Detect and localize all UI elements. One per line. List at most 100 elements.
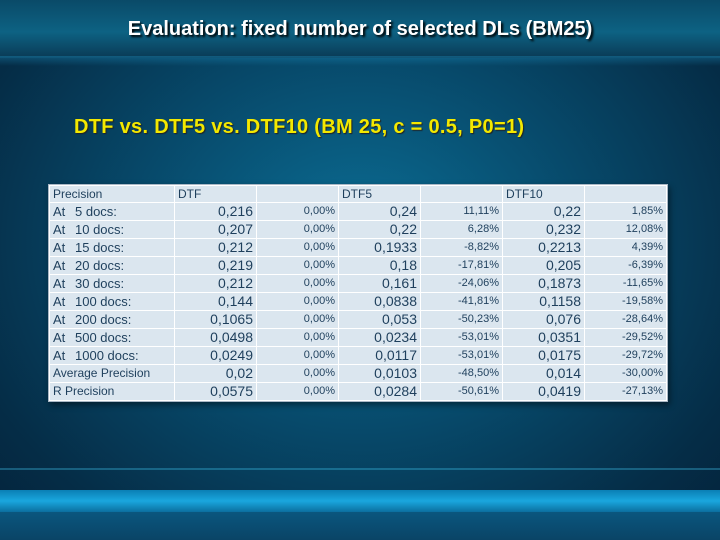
- cell-dtf-pct: 0,00%: [256, 364, 339, 383]
- precision-table: Precision DTF DTF5 DTF10 At 5 docs: 0,216 0…: [49, 185, 667, 401]
- table-row: Average Precision 0,02 0,00% 0,0103 -48,50% 0…: [49, 364, 667, 383]
- header-dtf5: DTF5: [338, 185, 421, 203]
- cell-dtf5-pct: -41,81%: [420, 292, 503, 311]
- row-at: At: [53, 222, 66, 237]
- cell-dtf10-pct: -6,39%: [584, 256, 667, 275]
- table-row: At 5 docs: 0,216 0,00% 0,24 11,11% 0,22 1,85%: [49, 202, 667, 221]
- row-label-text: 15 docs:: [75, 240, 125, 255]
- footer-band-light: [0, 490, 720, 512]
- header-dtf5-pct: [420, 185, 503, 203]
- cell-dtf5: 0,24: [338, 202, 421, 221]
- row-label: At 500 docs:: [49, 328, 175, 347]
- row-at: At: [53, 348, 66, 363]
- cell-dtf5: 0,0117: [338, 346, 421, 365]
- cell-dtf: 0,219: [174, 256, 257, 275]
- bottom-glow-line: [0, 468, 720, 470]
- table-row: At 1000 docs: 0,0249 0,00% 0,0117 -53,01% 0,01…: [49, 346, 667, 365]
- cell-dtf: 0,212: [174, 274, 257, 293]
- row-at: At: [53, 312, 66, 327]
- cell-dtf10: 0,205: [502, 256, 585, 275]
- cell-dtf5-pct: -53,01%: [420, 328, 503, 347]
- row-label: At 30 docs:: [49, 274, 175, 293]
- cell-dtf5-pct: 6,28%: [420, 220, 503, 239]
- cell-dtf-pct: 0,00%: [256, 292, 339, 311]
- header-glow: [0, 56, 720, 66]
- row-label-text: R Precision: [53, 384, 115, 398]
- cell-dtf10-pct: -11,65%: [584, 274, 667, 293]
- cell-dtf10: 0,0419: [502, 382, 585, 401]
- header-dtf10-pct: [584, 185, 667, 203]
- cell-dtf: 0,144: [174, 292, 257, 311]
- cell-dtf-pct: 0,00%: [256, 274, 339, 293]
- row-label: Average Precision: [49, 364, 175, 383]
- row-at: At: [53, 204, 66, 219]
- table-header-row: Precision DTF DTF5 DTF10: [49, 185, 667, 203]
- cell-dtf10-pct: 1,85%: [584, 202, 667, 221]
- cell-dtf10: 0,076: [502, 310, 585, 329]
- cell-dtf5-pct: -50,23%: [420, 310, 503, 329]
- cell-dtf: 0,0249: [174, 346, 257, 365]
- header-precision: Precision: [49, 185, 175, 203]
- cell-dtf10: 0,232: [502, 220, 585, 239]
- cell-dtf5-pct: -50,61%: [420, 382, 503, 401]
- cell-dtf5-pct: -24,06%: [420, 274, 503, 293]
- row-at: At: [53, 294, 66, 309]
- row-label: At 20 docs:: [49, 256, 175, 275]
- cell-dtf: 0,212: [174, 238, 257, 257]
- cell-dtf10-pct: -19,58%: [584, 292, 667, 311]
- row-label-text: 10 docs:: [75, 222, 125, 237]
- cell-dtf-pct: 0,00%: [256, 346, 339, 365]
- table-row: At 10 docs: 0,207 0,00% 0,22 6,28% 0,232 12,08%: [49, 220, 667, 239]
- cell-dtf10-pct: -28,64%: [584, 310, 667, 329]
- table-row: At 20 docs: 0,219 0,00% 0,18 -17,81% 0,205 -6,3…: [49, 256, 667, 275]
- cell-dtf5: 0,053: [338, 310, 421, 329]
- row-label-text: 30 docs:: [75, 276, 125, 291]
- cell-dtf5: 0,22: [338, 220, 421, 239]
- table-row: R Precision 0,0575 0,00% 0,0284 -50,61% 0,041…: [49, 382, 667, 401]
- footer-band-dark: [0, 512, 720, 540]
- cell-dtf5: 0,0103: [338, 364, 421, 383]
- cell-dtf5: 0,0234: [338, 328, 421, 347]
- cell-dtf10-pct: -29,72%: [584, 346, 667, 365]
- cell-dtf10: 0,1873: [502, 274, 585, 293]
- cell-dtf10-pct: 4,39%: [584, 238, 667, 257]
- row-label: At 200 docs:: [49, 310, 175, 329]
- cell-dtf-pct: 0,00%: [256, 220, 339, 239]
- cell-dtf5-pct: -17,81%: [420, 256, 503, 275]
- cell-dtf-pct: 0,00%: [256, 310, 339, 329]
- header-dtf-pct: [256, 185, 339, 203]
- row-label: At 100 docs:: [49, 292, 175, 311]
- table-row: At 15 docs: 0,212 0,00% 0,1933 -8,82% 0,2213 4,…: [49, 238, 667, 257]
- row-label-text: 500 docs:: [75, 330, 132, 345]
- cell-dtf-pct: 0,00%: [256, 328, 339, 347]
- row-label: At 10 docs:: [49, 220, 175, 239]
- cell-dtf: 0,0498: [174, 328, 257, 347]
- row-label-text: 100 docs:: [75, 294, 132, 309]
- cell-dtf5: 0,0838: [338, 292, 421, 311]
- cell-dtf: 0,1065: [174, 310, 257, 329]
- precision-table-container: Precision DTF DTF5 DTF10 At 5 docs: 0,216 0…: [48, 184, 668, 402]
- row-at: At: [53, 330, 66, 345]
- row-label-text: Average Precision: [53, 366, 151, 380]
- table-row: At 30 docs: 0,212 0,00% 0,161 -24,06% 0,1873 -1…: [49, 274, 667, 293]
- cell-dtf5: 0,0284: [338, 382, 421, 401]
- table-row: At 200 docs: 0,1065 0,00% 0,053 -50,23% 0,076-…: [49, 310, 667, 329]
- cell-dtf5-pct: 11,11%: [420, 202, 503, 221]
- cell-dtf10-pct: -30,00%: [584, 364, 667, 383]
- cell-dtf-pct: 0,00%: [256, 202, 339, 221]
- cell-dtf: 0,216: [174, 202, 257, 221]
- cell-dtf10-pct: -27,13%: [584, 382, 667, 401]
- row-label: At 1000 docs:: [49, 346, 175, 365]
- row-at: At: [53, 276, 66, 291]
- cell-dtf10: 0,2213: [502, 238, 585, 257]
- row-label-text: 20 docs:: [75, 258, 125, 273]
- table-row: At 100 docs: 0,144 0,00% 0,0838 -41,81% 0,1158…: [49, 292, 667, 311]
- cell-dtf10-pct: 12,08%: [584, 220, 667, 239]
- row-label: At 5 docs:: [49, 202, 175, 221]
- slide-title: Evaluation: fixed number of selected DLs…: [127, 18, 593, 40]
- cell-dtf5-pct: -48,50%: [420, 364, 503, 383]
- cell-dtf-pct: 0,00%: [256, 238, 339, 257]
- header-band: [0, 0, 720, 58]
- cell-dtf5: 0,161: [338, 274, 421, 293]
- header-dtf: DTF: [174, 185, 257, 203]
